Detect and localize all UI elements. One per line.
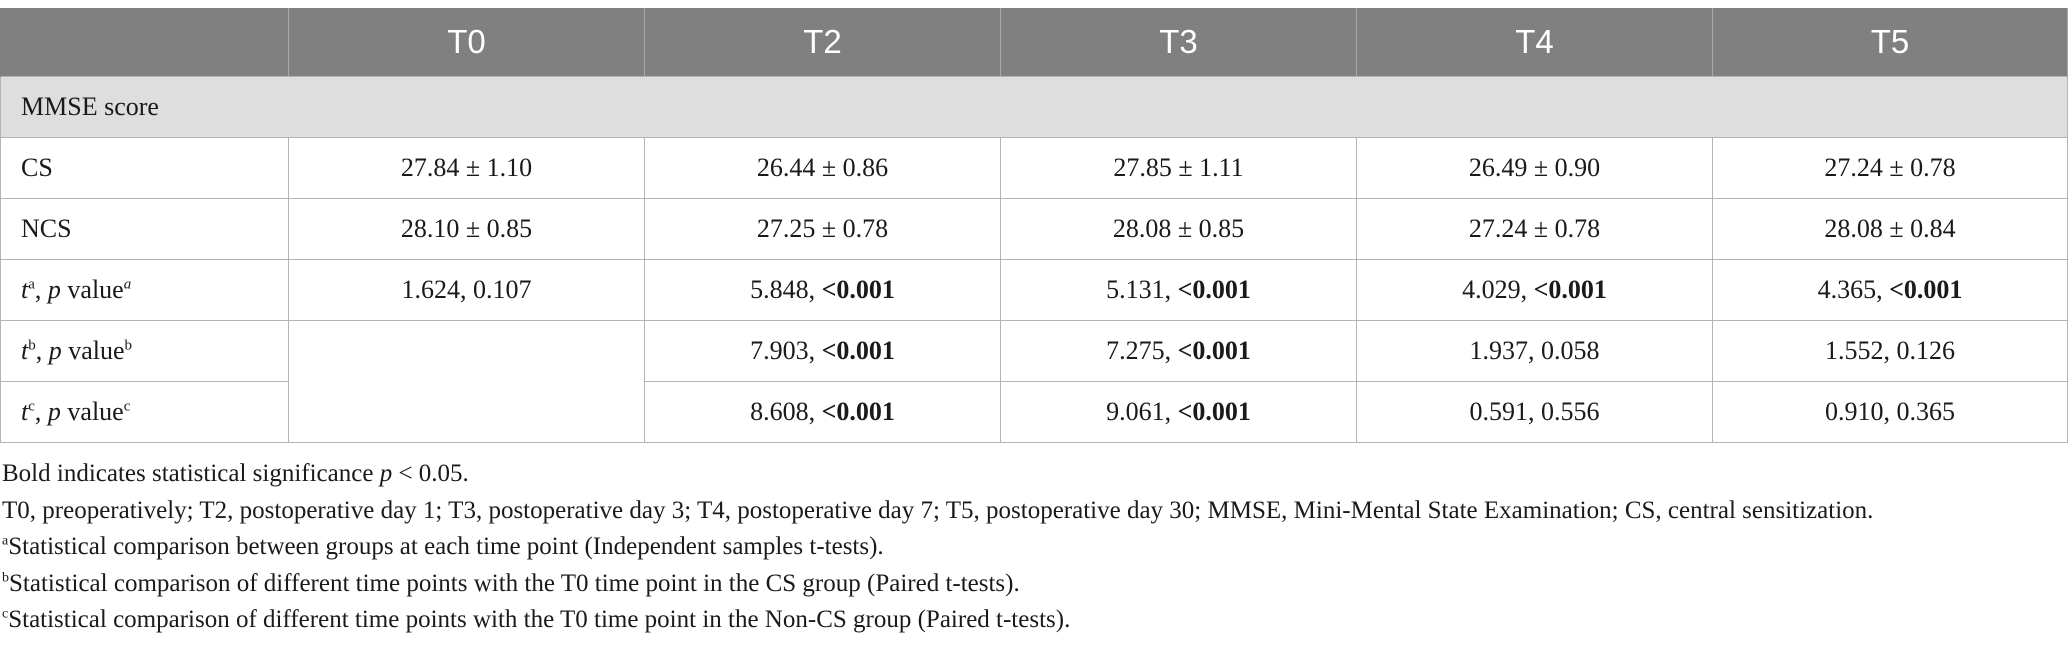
- significance-note: Bold indicates statistical significance …: [2, 460, 469, 487]
- table-row-ncs: NCS 28.10 ± 0.85 27.25 ± 0.78 28.08 ± 0.…: [0, 198, 2068, 260]
- footnote-b: bStatistical comparison of different tim…: [2, 569, 1020, 597]
- table-header-row: T0 T2 T3 T4 T5: [0, 8, 2068, 77]
- mmse-table: T0 T2 T3 T4 T5 MMSE score CS 27.84 ± 1.1…: [0, 8, 2068, 443]
- footnote-c: cStatistical comparison of different tim…: [2, 606, 1071, 633]
- table-cell: 27.84 ± 1.10: [288, 137, 645, 199]
- footnote-a: aStatistical comparison between groups a…: [2, 533, 884, 560]
- row-label-cs: CS: [0, 137, 289, 199]
- table-cell: 26.49 ± 0.90: [1356, 137, 1713, 199]
- table-cell: 1.624, 0.107: [288, 259, 645, 321]
- row-label-stat-c: tc, p valuec: [0, 381, 289, 443]
- table-cell: 1.937, 0.058: [1356, 320, 1713, 382]
- header-cell-t0: T0: [288, 8, 645, 77]
- table-cell: 8.608, <0.001: [644, 381, 1001, 443]
- table-row-cs: CS 27.84 ± 1.10 26.44 ± 0.86 27.85 ± 1.1…: [0, 137, 2068, 199]
- table-cell: 26.44 ± 0.86: [644, 137, 1001, 199]
- header-cell-t5: T5: [1712, 8, 2068, 77]
- header-cell-t4: T4: [1356, 8, 1713, 77]
- table-cell: 9.061, <0.001: [1000, 381, 1357, 443]
- table-cell: 27.24 ± 0.78: [1356, 198, 1713, 260]
- table-cell: 0.591, 0.556: [1356, 381, 1713, 443]
- header-cell-t3: T3: [1000, 8, 1357, 77]
- header-cell-empty: [0, 8, 289, 77]
- table-row-stat-b: tb, p valueb 7.903, <0.001 7.275, <0.001…: [0, 320, 2068, 443]
- table-cell: 28.08 ± 0.85: [1000, 198, 1357, 260]
- table-footnotes: Bold indicates statistical significance …: [2, 456, 1873, 639]
- table-cell: 7.275, <0.001: [1000, 320, 1357, 382]
- section-row-mmse: MMSE score: [0, 76, 2068, 138]
- table-cell: 5.848, <0.001: [644, 259, 1001, 321]
- section-label: MMSE score: [0, 76, 2068, 138]
- table-cell: 4.029, <0.001: [1356, 259, 1713, 321]
- table-cell: 7.903, <0.001: [644, 320, 1001, 382]
- row-label-stat-b: tb, p valueb: [0, 320, 289, 382]
- row-label-stat-a: ta, p valuea: [0, 259, 289, 321]
- table-cell: 5.131, <0.001: [1000, 259, 1357, 321]
- table-cell: 1.552, 0.126: [1712, 320, 2068, 382]
- table-cell: 27.25 ± 0.78: [644, 198, 1001, 260]
- table-cell-empty: [288, 320, 645, 443]
- table-cell: 0.910, 0.365: [1712, 381, 2068, 443]
- table-cell: 4.365, <0.001: [1712, 259, 2068, 321]
- mmse-table-container: T0 T2 T3 T4 T5 MMSE score CS 27.84 ± 1.1…: [0, 8, 2068, 443]
- table-cell: 28.08 ± 0.84: [1712, 198, 2068, 260]
- table-cell: 27.24 ± 0.78: [1712, 137, 2068, 199]
- abbreviations-note: T0, preoperatively; T2, postoperative da…: [2, 496, 1874, 524]
- table-row-stat-c: tc, p valuec 8.608, <0.001 9.061, <0.001…: [0, 381, 2068, 443]
- header-cell-t2: T2: [644, 8, 1001, 77]
- table-cell: 28.10 ± 0.85: [288, 198, 645, 260]
- table-row-stat-a: ta, p valuea 1.624, 0.107 5.848, <0.001 …: [0, 259, 2068, 321]
- table-cell: 27.85 ± 1.11: [1000, 137, 1357, 199]
- row-label-ncs: NCS: [0, 198, 289, 260]
